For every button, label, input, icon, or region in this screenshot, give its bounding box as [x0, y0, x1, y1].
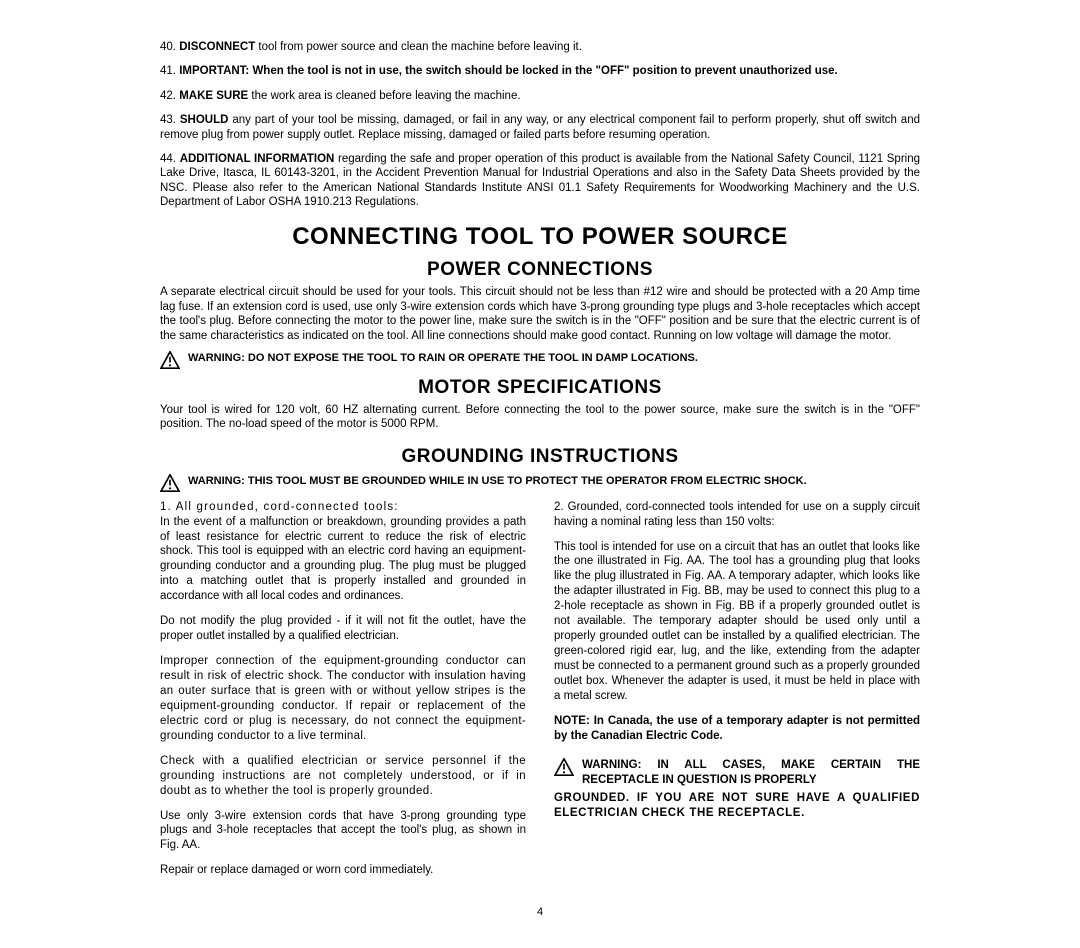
motor-spec-text: Your tool is wired for 120 volt, 60 HZ a…: [160, 403, 920, 432]
left-p3-text: Improper connection of the equipment-gro…: [160, 655, 526, 742]
item-rest: tool from power source and clean the mac…: [255, 41, 582, 53]
heading-motor-spec: MOTOR SPECIFICATIONS: [160, 377, 920, 399]
left-p4-text: Check with a qualified electrician or se…: [160, 755, 526, 797]
warning-damp: WARNING: DO NOT EXPOSE THE TOOL TO RAIN …: [160, 351, 920, 369]
item-number: 41.: [160, 65, 176, 77]
item-44: 44. ADDITIONAL INFORMATION regarding the…: [160, 152, 920, 210]
left-p3: Improper connection of the equipment-gro…: [160, 654, 526, 744]
left-p1: 1. All grounded, cord-connected tools: I…: [160, 500, 526, 605]
item-lead: DISCONNECT: [179, 41, 255, 53]
left-p1-header: 1. All grounded, cord-connected tools:: [160, 501, 399, 513]
item-number: 40.: [160, 41, 176, 53]
right-column: 2. Grounded, cord-connected tools intend…: [554, 500, 920, 889]
left-column: 1. All grounded, cord-connected tools: I…: [160, 500, 526, 889]
warning-triangle-icon: [160, 474, 180, 492]
item-number: 43.: [160, 114, 176, 126]
right-p2: This tool is intended for use on a circu…: [554, 540, 920, 704]
warning-damp-text: WARNING: DO NOT EXPOSE THE TOOL TO RAIN …: [188, 351, 698, 365]
page-number: 4: [160, 906, 920, 918]
item-rest: the work area is cleaned before leaving …: [248, 90, 520, 102]
power-connections-text: A separate electrical circuit should be …: [160, 285, 920, 343]
numbered-list: 40. DISCONNECT tool from power source an…: [160, 40, 920, 209]
item-lead: IMPORTANT: When the tool is not in use, …: [179, 65, 838, 77]
left-p5: Use only 3-wire extension cords that hav…: [160, 809, 526, 854]
left-p1-body: In the event of a malfunction or breakdo…: [160, 516, 526, 603]
warning-receptacle: WARNING: IN ALL CASES, MAKE CERTAIN THE …: [554, 758, 920, 822]
left-p4: Check with a qualified electrician or se…: [160, 754, 526, 799]
item-lead: SHOULD: [180, 114, 229, 126]
warning-ground-text: WARNING: THIS TOOL MUST BE GROUNDED WHIL…: [188, 474, 807, 488]
heading-grounding: GROUNDING INSTRUCTIONS: [160, 446, 920, 468]
item-lead: ADDITIONAL INFORMATION: [180, 153, 335, 165]
warning-triangle-icon: [554, 758, 574, 776]
item-number: 44.: [160, 153, 176, 165]
right-p1: 2. Grounded, cord-connected tools intend…: [554, 500, 920, 530]
right-note: NOTE: In Canada, the use of a temporary …: [554, 714, 920, 744]
item-42: 42. MAKE SURE the work area is cleaned b…: [160, 89, 920, 103]
item-41: 41. IMPORTANT: When the tool is not in u…: [160, 64, 920, 78]
warning-ground: WARNING: THIS TOOL MUST BE GROUNDED WHIL…: [160, 474, 920, 492]
warning-receptacle-line2: GROUNDED. IF YOU ARE NOT SURE HAVE A QUA…: [554, 791, 920, 822]
item-lead: MAKE SURE: [179, 90, 248, 102]
heading-connecting: CONNECTING TOOL TO POWER SOURCE: [160, 223, 920, 251]
warning-receptacle-line1: WARNING: IN ALL CASES, MAKE CERTAIN THE …: [582, 758, 920, 789]
warning-triangle-icon: [160, 351, 180, 369]
item-rest: any part of your tool be missing, damage…: [160, 114, 920, 140]
item-43: 43. SHOULD any part of your tool be miss…: [160, 113, 920, 142]
item-40: 40. DISCONNECT tool from power source an…: [160, 40, 920, 54]
heading-power-connections: POWER CONNECTIONS: [160, 259, 920, 281]
left-p6: Repair or replace damaged or worn cord i…: [160, 863, 526, 878]
grounding-columns: 1. All grounded, cord-connected tools: I…: [160, 500, 920, 889]
left-p2: Do not modify the plug provided - if it …: [160, 614, 526, 644]
item-number: 42.: [160, 90, 176, 102]
